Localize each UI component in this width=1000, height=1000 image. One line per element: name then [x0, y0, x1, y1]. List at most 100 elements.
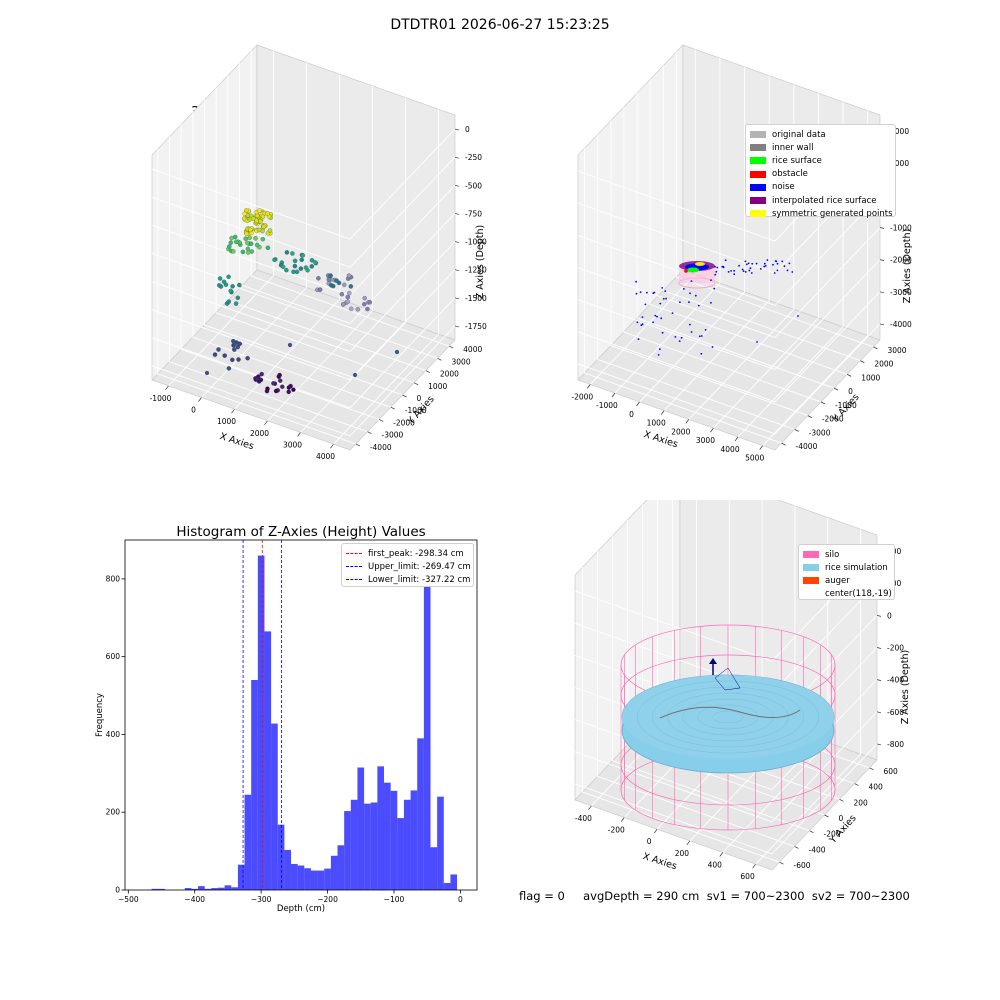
- histogram-chart[interactable]: −500 −400 −300 −200 −100 0 0 200 400 600 800 Depth…: [0, 500, 500, 1000]
- raw-data-point: [286, 389, 291, 395]
- raw-data-point: [231, 338, 236, 344]
- raw-x-gridline: [333, 109, 439, 445]
- classify-noise-point: [659, 348, 661, 351]
- raw-z-axis-label: Z Axies (Depth): [475, 225, 486, 299]
- raw-x-gridline: [300, 97, 406, 433]
- raw-data-point: [300, 253, 306, 258]
- classify-y-tick: [807, 415, 812, 418]
- raw-data-point: [330, 283, 336, 289]
- classify-noise-point: [763, 265, 766, 268]
- classify-x-tick: [611, 392, 616, 398]
- raw-data-point: [233, 301, 239, 306]
- simulation-z-tick: [876, 743, 882, 746]
- raw-data-point: [352, 372, 358, 378]
- classify-noise-point: [694, 294, 697, 297]
- histogram-bar: [357, 767, 365, 890]
- legend-entry: symmetric generated points: [750, 207, 893, 220]
- classify-y-tick: [820, 401, 826, 405]
- simulation-y-tick-label: 0: [839, 814, 844, 823]
- legend-entry: Lower_limit: -327.22 cm: [346, 573, 470, 586]
- raw-data-point: [259, 371, 264, 377]
- histogram-bar: [217, 887, 225, 890]
- raw-z-tick: [454, 297, 460, 300]
- histogram-axes: −500 −400 −300 −200 −100 0 0 200 400 600 800: [106, 539, 478, 904]
- simulation-x-tick-label: 200: [675, 849, 690, 858]
- raw-data-point: [247, 217, 253, 222]
- classify-noise-point: [679, 301, 681, 304]
- histogram-bar: [284, 849, 292, 890]
- classify-noise-point: [741, 268, 744, 271]
- simulation-y-tick-label: 200: [854, 798, 869, 807]
- histogram-x-tick-label: −200: [317, 895, 338, 904]
- classify-x-tick: [710, 427, 714, 433]
- classify-3d-plot[interactable]: -2000-1000010002000300040005000-4000-300…: [500, 0, 1000, 500]
- raw-x-tick: [330, 443, 334, 449]
- classify-noise-point: [724, 259, 727, 262]
- raw-y-tick-label: -3000: [382, 431, 404, 440]
- raw-x-gridline: [201, 62, 307, 398]
- histogram-bar: [450, 874, 458, 890]
- raw-y-gridline: [180, 124, 380, 420]
- legend-swatch: [803, 591, 819, 598]
- classify-noise-point: [755, 262, 758, 265]
- raw-data-point: [245, 246, 251, 252]
- classify-y-tick-label: 2000: [874, 360, 893, 369]
- classify-noise-point: [654, 314, 657, 317]
- simulation-z-tick: [876, 615, 882, 617]
- simulation-x-tick-label: -400: [575, 814, 592, 823]
- raw-x-tick-label: 3000: [283, 441, 302, 450]
- raw-data-point: [226, 274, 231, 280]
- classify-y-tick-label: -1000: [835, 401, 857, 410]
- simulation-z-axis-label: Z Axies (Depth): [900, 650, 911, 724]
- legend-entry: interpolated rice surface: [750, 194, 891, 207]
- classify-noise-point: [639, 291, 642, 293]
- classify-noise-point: [644, 303, 647, 306]
- raw-data-point: [334, 278, 339, 283]
- raw-z-tick-label: -1750: [465, 322, 487, 331]
- classify-x-tick-label: -2000: [571, 392, 593, 401]
- legend-swatch: [750, 183, 766, 191]
- classify-y-gridline: [623, 106, 822, 403]
- classify-z-gridline: [577, 259, 881, 371]
- legend-label: inner wall: [772, 142, 814, 153]
- classify-y-gridline: [597, 134, 795, 430]
- histogram-bar: [191, 888, 199, 890]
- raw-data-point: [212, 352, 218, 357]
- simulation-3d-plot[interactable]: -400-2000200400600-600-400-2000200400600…: [500, 500, 1000, 1000]
- classify-noise-point: [751, 262, 754, 265]
- classify-noise-point: [635, 292, 638, 295]
- histogram-bar: [364, 803, 371, 890]
- raw-data-point: [241, 216, 247, 221]
- raw-data-point: [236, 357, 241, 362]
- raw-z-tick-label: 0: [465, 125, 470, 134]
- classify-x-tick-label: 5000: [745, 454, 764, 463]
- legend-swatch: [803, 564, 819, 572]
- histogram-x-tick-label: −400: [184, 895, 205, 904]
- histogram-x-tick-label: −500: [118, 895, 139, 904]
- classify-noise-point: [711, 346, 714, 348]
- classify-data-points: [635, 259, 799, 356]
- simulation-z-tick-label: -800: [887, 740, 904, 749]
- raw-3d-plot[interactable]: -1000 0 1000 2000 3000 4000 -4000 -3000 -2000 -10…: [0, 0, 500, 500]
- classify-noise-point: [659, 302, 662, 305]
- raw-data-point: [248, 241, 254, 246]
- classify-y-gridline: [636, 93, 835, 389]
- histogram-bar: [291, 863, 298, 890]
- raw-data-point: [355, 307, 361, 312]
- classify-noise-point: [710, 279, 712, 281]
- classify-noise-point: [776, 262, 779, 265]
- histogram-y-tick-label: 600: [106, 652, 121, 661]
- classify-x-tick-label: 4000: [721, 445, 740, 454]
- legend-entry: obstacle: [750, 168, 891, 181]
- raw-y-gridline: [157, 148, 356, 445]
- classify-y-tick-label: 3000: [887, 346, 906, 355]
- raw-data-point: [265, 386, 270, 391]
- raw-data-point: [204, 370, 210, 376]
- classify-z-tick-label: -3000: [890, 288, 912, 297]
- rice-mesh-line: [712, 710, 744, 724]
- raw-z-tick-label: -250: [465, 153, 482, 162]
- legend-label: obstacle: [772, 169, 808, 180]
- raw-data-point: [298, 266, 304, 271]
- raw-data-point: [316, 276, 321, 281]
- raw-data-point: [232, 347, 237, 352]
